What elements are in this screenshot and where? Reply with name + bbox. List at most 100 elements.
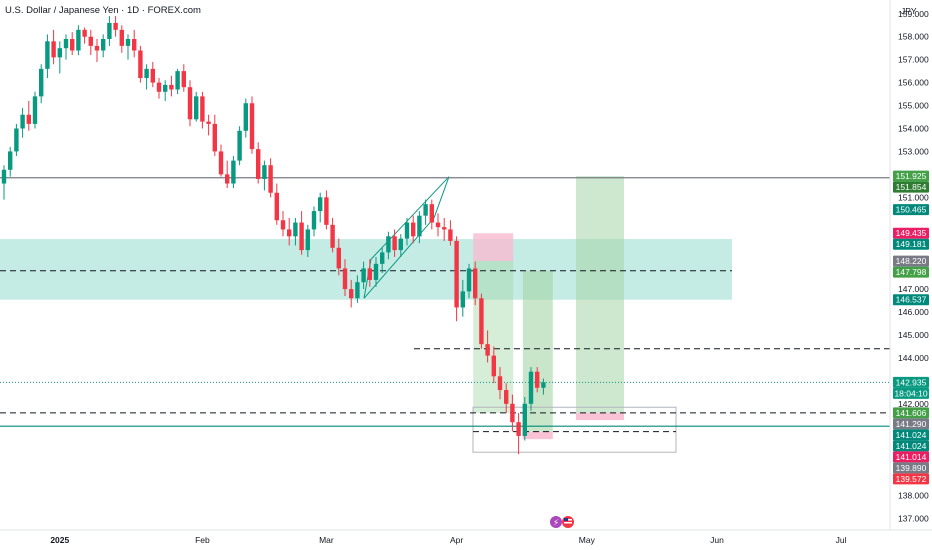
price-tag-label: 150.465 (896, 205, 927, 215)
time-axis[interactable]: 2025 Feb Mar Apr May Jun Jul (0, 529, 932, 545)
candle-body (39, 68, 44, 97)
price-tag-label: 141.290 (896, 419, 927, 429)
price-tag-label: 148.220 (896, 256, 927, 266)
y-tick-label: 153.000 (898, 146, 929, 156)
y-tick-label: 137.000 (898, 514, 929, 524)
candle-body (541, 382, 546, 388)
candle-body (249, 103, 255, 150)
candle-body (206, 121, 211, 124)
candle-body (318, 197, 323, 212)
candle-body (330, 224, 335, 248)
x-tick-label: Jun (710, 535, 724, 545)
candle-body (516, 422, 521, 436)
y-tick-label: 155.000 (898, 101, 929, 111)
candle-body (355, 282, 360, 299)
candle-body (113, 22, 118, 30)
price-tag-label: 146.537 (896, 295, 927, 305)
candle-body (380, 252, 385, 264)
x-tick-label: Feb (195, 535, 210, 545)
channel-line (433, 176, 450, 219)
price-tag (893, 418, 929, 430)
candle-body (200, 96, 205, 122)
candle-body (163, 84, 168, 92)
y-tick-label: 156.000 (898, 78, 929, 88)
candle-body (299, 222, 304, 251)
candle-body (243, 103, 248, 131)
candle-body (175, 71, 180, 90)
price-tag (893, 266, 929, 278)
price-tag (893, 170, 929, 182)
candle-body (268, 165, 273, 193)
candle-body (187, 87, 193, 120)
candle-body (274, 192, 279, 221)
candle-body (497, 376, 503, 391)
price-tag (893, 407, 929, 419)
stop-zone (522, 431, 553, 440)
candle-body (14, 128, 19, 152)
candle-body (336, 247, 341, 269)
price-tag (893, 227, 929, 239)
candle-body (398, 238, 403, 251)
price-tag-label: 149.435 (896, 228, 927, 238)
candle-body (1, 169, 7, 184)
price-tag (893, 429, 929, 441)
y-tick-label: 151.000 (898, 192, 929, 202)
stop-zone (473, 233, 514, 262)
x-tick-label: Apr (450, 535, 463, 545)
candle-body (45, 41, 50, 69)
y-tick-label: 142.000 (898, 399, 929, 409)
candle-body (51, 41, 56, 58)
price-tag-label: 139.890 (896, 463, 927, 473)
candle-body (349, 289, 354, 299)
y-tick-label: 146.000 (898, 307, 929, 317)
candle-body (535, 371, 540, 388)
candle-body (485, 344, 490, 356)
currency-label: JPY (901, 6, 917, 16)
candle-body (510, 403, 515, 423)
y-tick-label: 157.000 (898, 55, 929, 65)
candle-body (361, 268, 366, 283)
lightning-icon[interactable] (550, 516, 562, 528)
price-tag-label: 141.606 (896, 408, 927, 418)
candle-body (454, 240, 459, 308)
candle-body (194, 96, 199, 120)
stop-zone (576, 412, 624, 421)
x-tick-label: Jul (836, 535, 847, 545)
price-tag-label: 142.935 (896, 377, 927, 387)
y-tick-label: 147.000 (898, 284, 929, 294)
candle-body (107, 22, 112, 40)
candle-body (293, 222, 298, 237)
price-tag-label: 141.024 (896, 430, 927, 440)
event-icons[interactable]: ⚡ (550, 516, 574, 529)
price-tag-label: 151.854 (896, 182, 927, 192)
horizontal-lines (0, 177, 890, 433)
candle-body (324, 197, 329, 225)
price-tag (893, 451, 929, 463)
price-tag (893, 238, 929, 250)
candle-body (448, 229, 453, 241)
candle-body (460, 291, 465, 308)
target-zone (576, 176, 624, 413)
candle-body (169, 84, 174, 90)
candle-body (417, 215, 422, 237)
candle-body (423, 204, 428, 216)
candle-body (132, 39, 137, 51)
candle-body (280, 220, 286, 230)
candle-body (386, 236, 391, 253)
price-tag-label: 141.024 (896, 441, 927, 451)
candle-body (373, 263, 379, 280)
price-tag (893, 294, 929, 306)
y-tick-label: 154.000 (898, 123, 929, 133)
price-tag-label: 147.798 (896, 267, 927, 277)
y-tick-label: 159.000 (898, 9, 929, 19)
candle-body (231, 160, 236, 184)
candle-body (367, 268, 372, 280)
range-box (472, 406, 677, 453)
price-tag-label: 139.572 (896, 474, 927, 484)
candle-body (125, 39, 131, 46)
candle-body (212, 123, 217, 152)
price-tag-label: 141.014 (896, 452, 927, 462)
